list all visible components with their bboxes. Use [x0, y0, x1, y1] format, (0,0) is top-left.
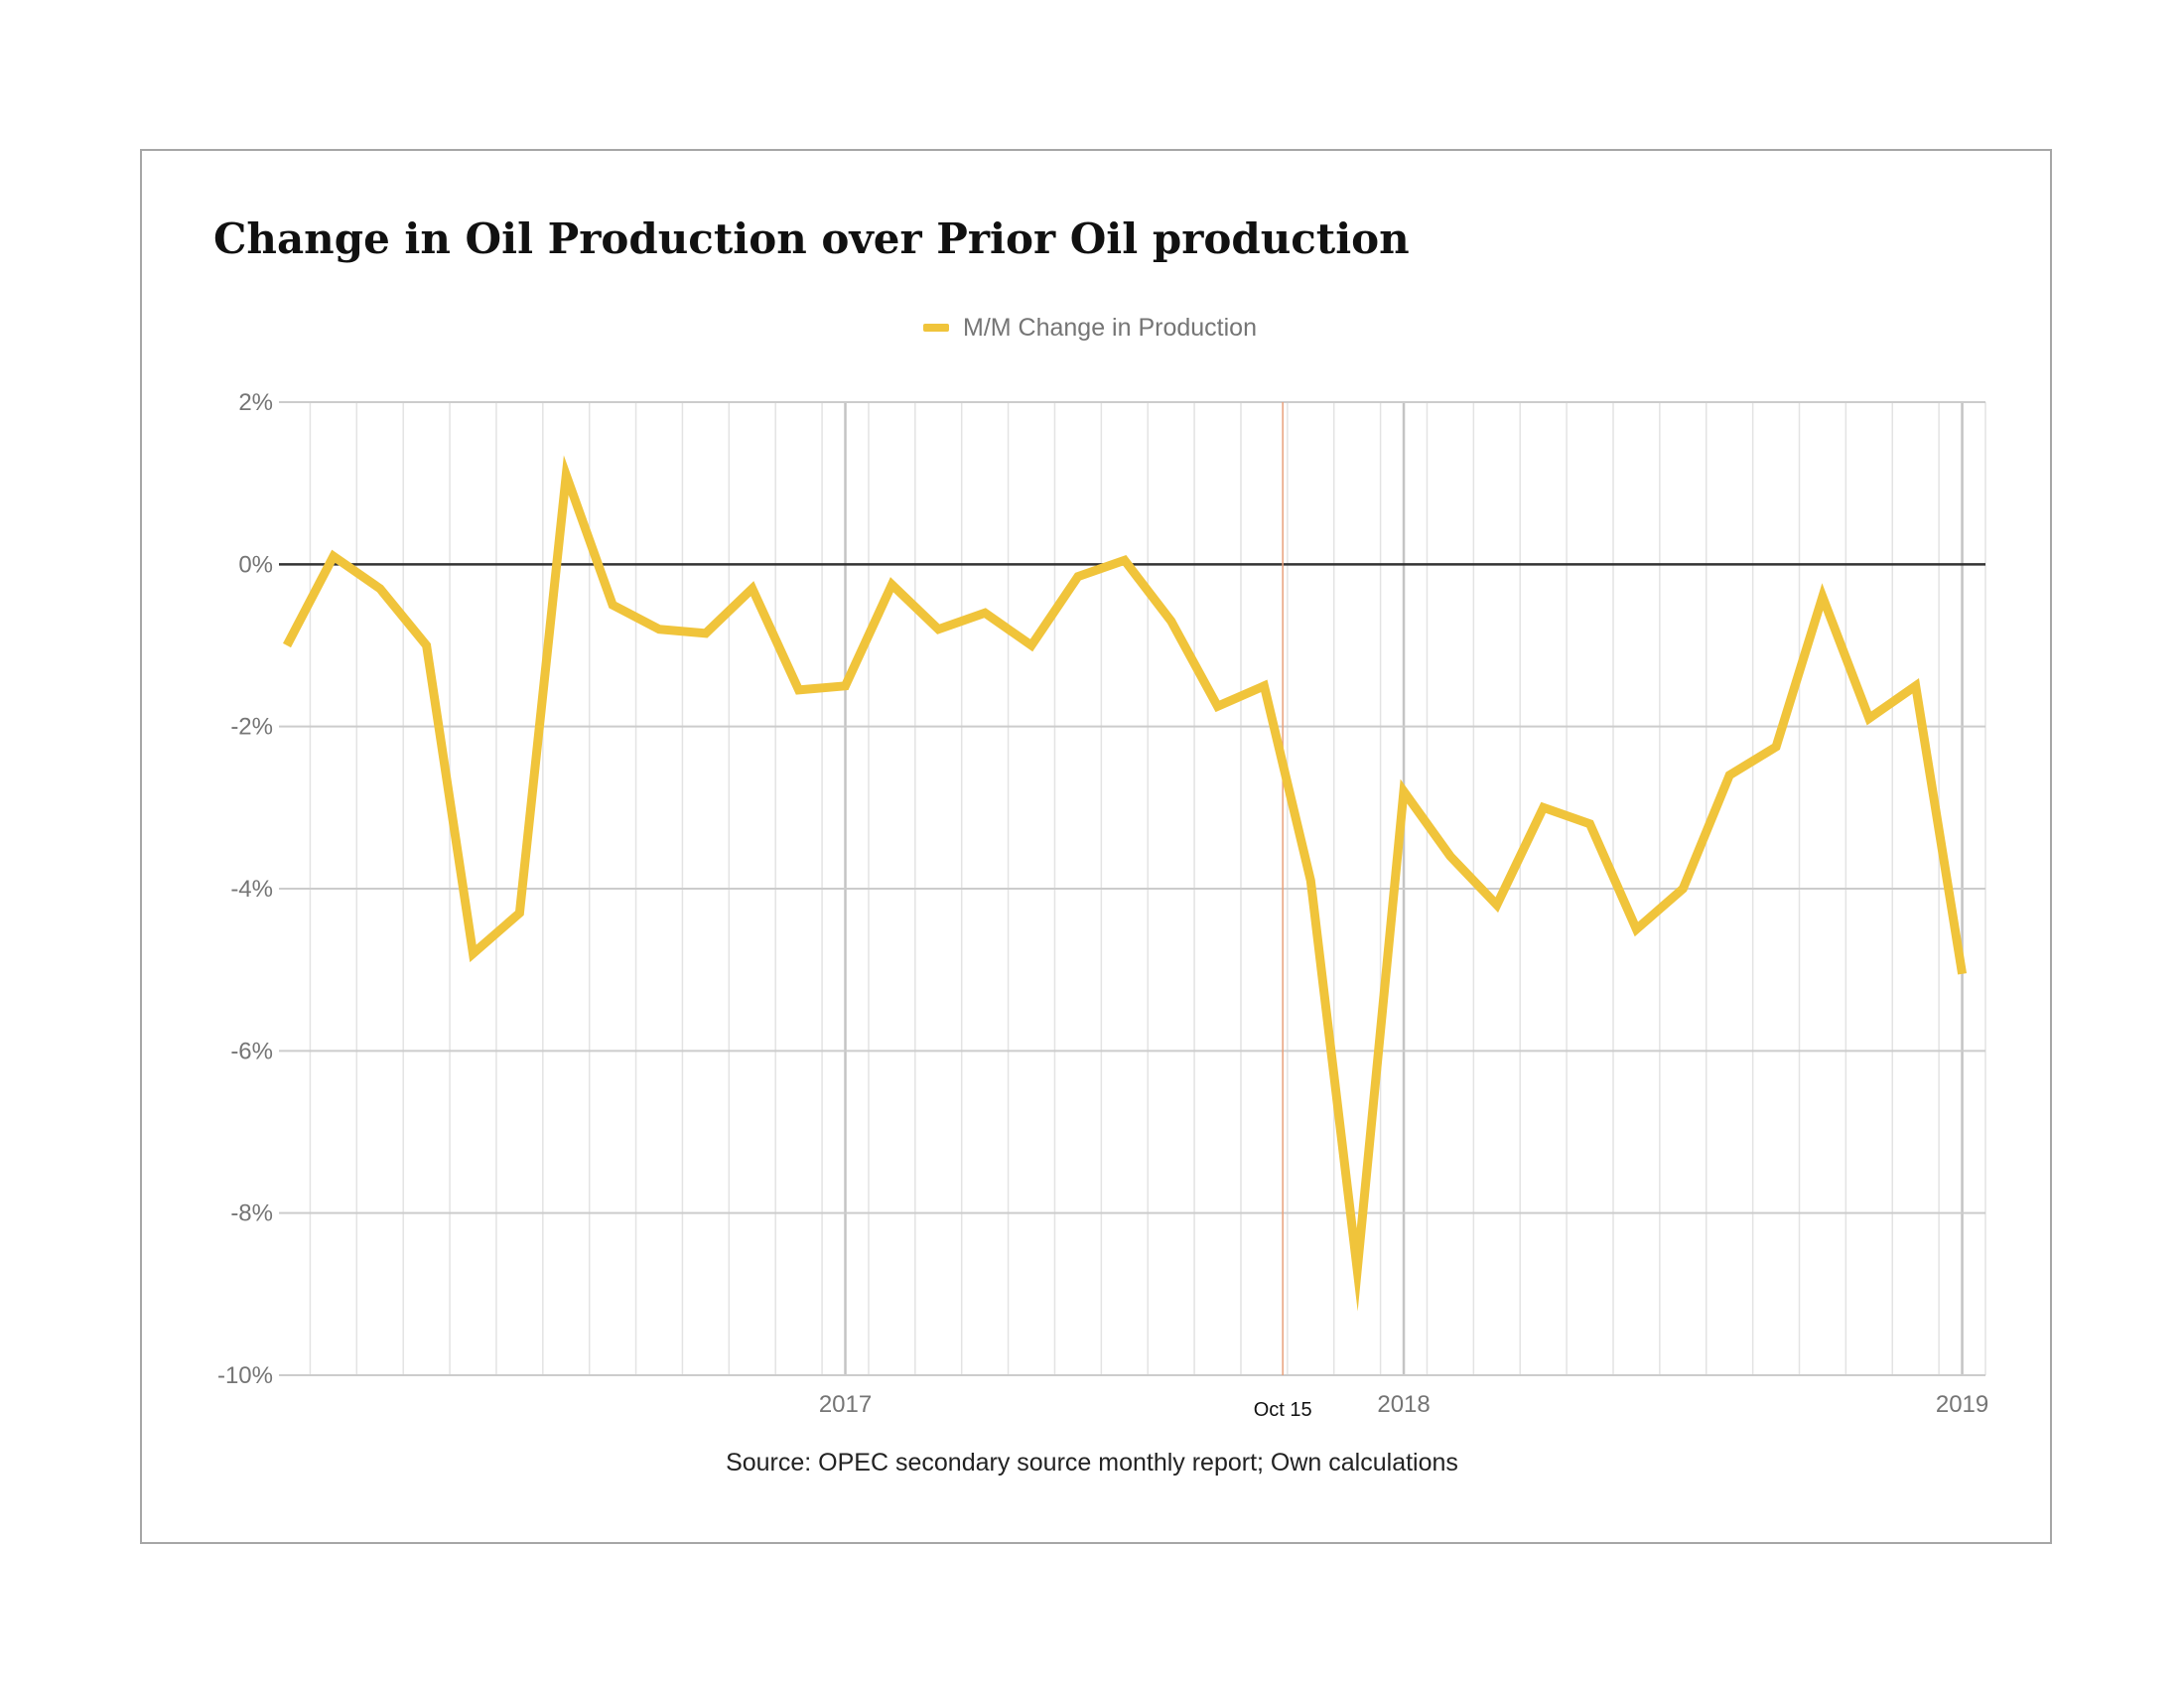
- y-tick-label: -8%: [230, 1200, 273, 1227]
- series-line: [283, 455, 1968, 1312]
- legend: M/M Change in Production: [923, 312, 1257, 344]
- chart-title: Change in Oil Production over Prior Oil …: [213, 214, 1410, 263]
- y-tick-label: -4%: [230, 876, 273, 903]
- x-tick-label: 2019: [1936, 1391, 1988, 1418]
- y-tick-label: 2%: [238, 389, 273, 416]
- y-tick-label: -6%: [230, 1038, 273, 1064]
- annotation-label: Oct 15: [1254, 1399, 1312, 1421]
- x-tick-label: 2018: [1377, 1391, 1430, 1418]
- legend-label: M/M Change in Production: [963, 313, 1257, 342]
- y-tick-label: 0%: [238, 551, 273, 578]
- x-tick-label: 2017: [819, 1391, 872, 1418]
- legend-swatch: [923, 324, 949, 332]
- source-note: Source: OPEC secondary source monthly re…: [726, 1449, 1458, 1477]
- y-tick-label: -10%: [217, 1362, 273, 1389]
- y-tick-label: -2%: [230, 714, 273, 741]
